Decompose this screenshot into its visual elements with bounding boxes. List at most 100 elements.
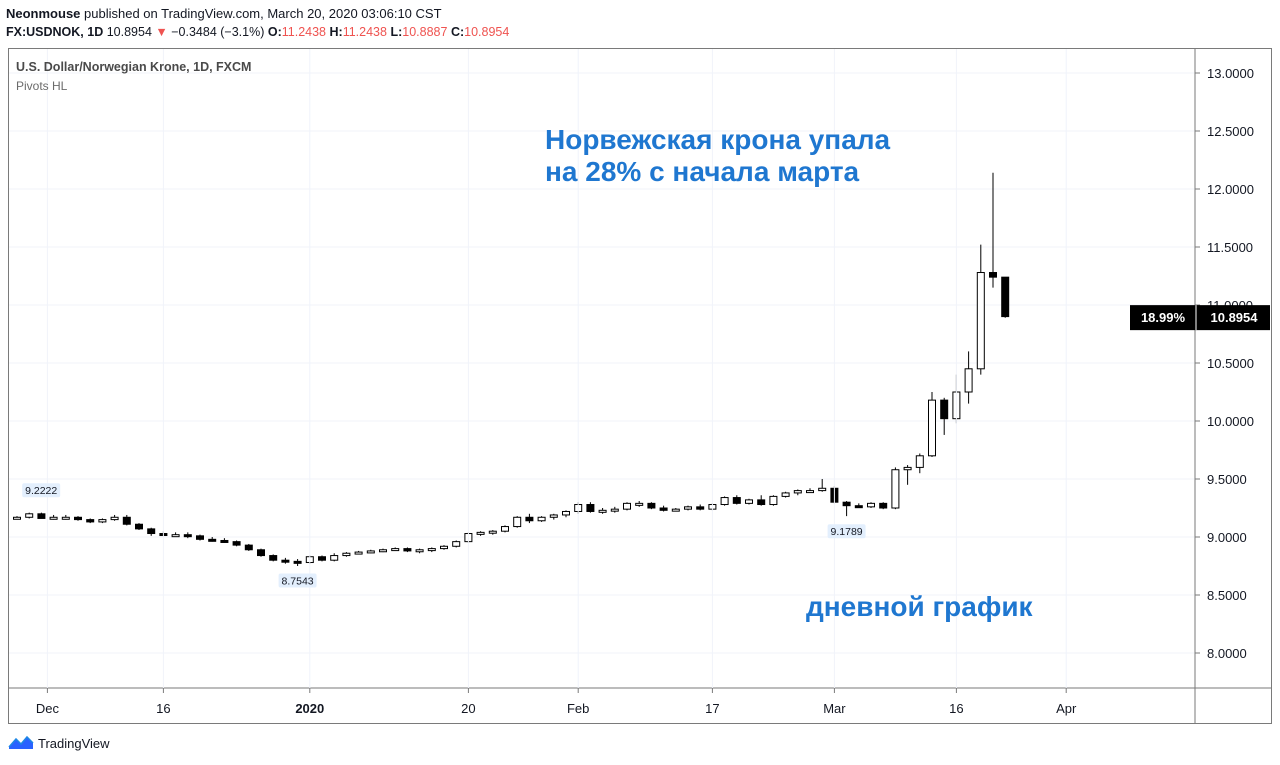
candle-up[interactable] [25, 513, 34, 518]
candle-up[interactable] [537, 516, 546, 522]
candle-up[interactable] [513, 516, 522, 528]
candle-up[interactable] [354, 551, 363, 555]
candle-up[interactable] [781, 492, 790, 497]
close-label: C: [450, 25, 465, 39]
candle-down[interactable] [122, 516, 131, 525]
candle-up[interactable] [488, 530, 497, 534]
candle-up[interactable] [623, 502, 631, 510]
candle-down[interactable] [281, 559, 290, 563]
candle-up[interactable] [342, 552, 351, 557]
candle-down[interactable] [86, 519, 95, 523]
candle-down[interactable] [403, 548, 412, 552]
candle-up[interactable] [867, 502, 875, 508]
candle-down[interactable] [757, 499, 766, 506]
candle-up[interactable] [610, 508, 619, 512]
last-price-percent: 18.99% [1141, 310, 1186, 325]
candle-down[interactable] [525, 516, 534, 522]
candle-up[interactable] [501, 526, 509, 532]
candle-up[interactable] [427, 548, 436, 552]
candle-down[interactable] [989, 272, 997, 278]
candle-down[interactable] [257, 549, 265, 557]
candle-up[interactable] [452, 541, 461, 547]
candle-up[interactable] [964, 368, 973, 393]
candle-up[interactable] [171, 534, 180, 538]
y-tick-label: 8.0000 [1207, 646, 1247, 661]
candle-down[interactable] [879, 502, 888, 509]
candle-down[interactable] [647, 502, 656, 509]
candle-up[interactable] [440, 545, 448, 550]
candle-down[interactable] [208, 538, 217, 542]
symbol-interval: FX:USDNOK, 1D [6, 25, 104, 39]
candle-up[interactable] [49, 516, 58, 520]
candle-down[interactable] [232, 541, 241, 546]
indicator-label[interactable]: Pivots HL [16, 79, 68, 93]
candle-down[interactable] [196, 535, 204, 540]
candle-down[interactable] [842, 501, 851, 507]
candle-up[interactable] [891, 469, 900, 509]
y-tick-label: 11.5000 [1207, 240, 1253, 255]
candle-up[interactable] [415, 549, 424, 553]
candle-up[interactable] [635, 502, 644, 506]
candle-down[interactable] [732, 497, 741, 504]
candle-down[interactable] [269, 555, 278, 561]
close-value: 10.8954 [464, 25, 510, 39]
author-name[interactable]: Neonmouse [6, 6, 81, 21]
pivot-badge [278, 573, 317, 588]
candle-down[interactable] [318, 556, 326, 561]
candle-down[interactable] [293, 560, 302, 564]
publisher-line: Neonmouse published on TradingView.com, … [6, 6, 442, 21]
candle-up[interactable] [98, 519, 107, 523]
x-tick-label: 20 [461, 701, 475, 716]
open-label: O: [267, 25, 282, 39]
x-tick-label: 16 [949, 701, 963, 716]
candle-up[interactable] [61, 516, 70, 520]
candle-down[interactable] [135, 523, 143, 530]
x-tick-label: Mar [823, 701, 846, 716]
y-tick-label: 10.5000 [1207, 356, 1254, 371]
pivot-badge [22, 483, 61, 498]
candle-up[interactable] [684, 506, 692, 510]
candle-down[interactable] [586, 504, 595, 512]
candle-up[interactable] [13, 516, 21, 520]
candle-up[interactable] [330, 555, 339, 561]
candle-down[interactable] [147, 528, 156, 535]
y-tick-label: 12.0000 [1207, 182, 1254, 197]
tradingview-icon [8, 735, 34, 749]
candle-down[interactable] [659, 507, 668, 511]
open-value: 11.2438 [281, 25, 327, 39]
candle-up[interactable] [769, 495, 778, 506]
tradingview-logo[interactable]: TradingView [8, 735, 110, 751]
candle-up[interactable] [720, 497, 729, 506]
candle-down[interactable] [183, 534, 192, 538]
candle-up[interactable] [793, 490, 802, 494]
candle-up[interactable] [366, 550, 375, 554]
candle-up[interactable] [476, 531, 485, 535]
candle-up[interactable] [671, 508, 680, 512]
headline-line-1: Норвежская крона упала [545, 124, 891, 155]
candle-up[interactable] [818, 487, 827, 492]
candle-down[interactable] [696, 506, 705, 510]
candle-up[interactable] [976, 272, 985, 370]
candle-up[interactable] [379, 549, 387, 553]
candle-up[interactable] [549, 514, 558, 518]
candle-up[interactable] [110, 516, 119, 521]
published-text: published on TradingView.com, March 20, … [84, 6, 442, 21]
candle-down[interactable] [220, 539, 229, 543]
candle-up[interactable] [928, 399, 936, 457]
candle-up[interactable] [915, 455, 924, 468]
candle-down[interactable] [854, 505, 863, 509]
candle-up[interactable] [391, 548, 400, 552]
candle-down[interactable] [37, 513, 46, 519]
candle-up[interactable] [903, 466, 912, 471]
x-tick-label: Feb [567, 701, 589, 716]
candle-up[interactable] [598, 509, 607, 513]
candle-down[interactable] [244, 544, 253, 551]
candle-up[interactable] [745, 499, 753, 504]
candle-up[interactable] [806, 490, 814, 494]
candle-down[interactable] [74, 516, 82, 521]
candle-up[interactable] [562, 510, 570, 516]
candle-down[interactable] [1001, 276, 1010, 318]
pivot-badge [827, 524, 866, 539]
candle-down[interactable] [940, 399, 949, 420]
